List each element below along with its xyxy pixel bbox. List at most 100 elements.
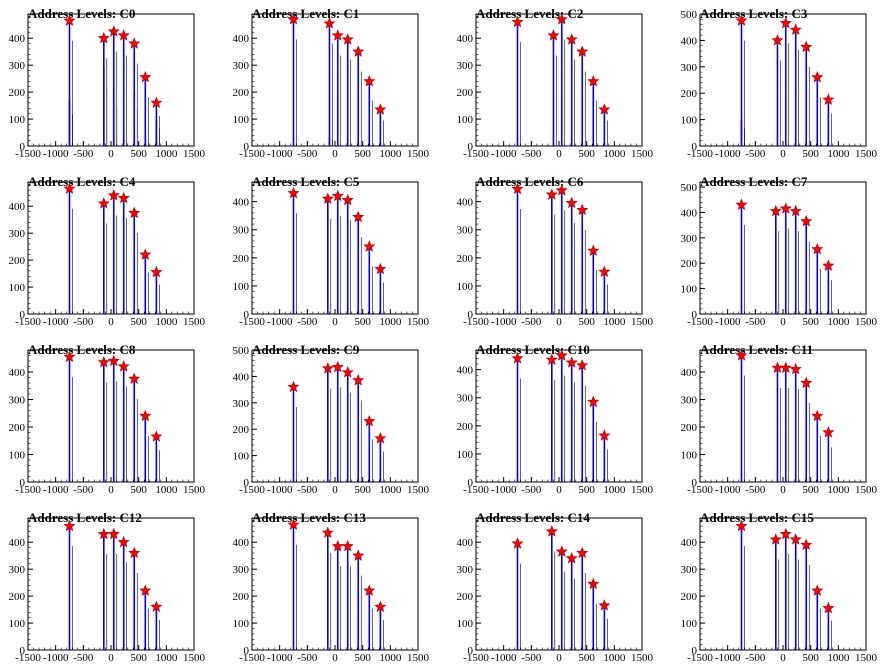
peak-marker bbox=[811, 409, 824, 422]
x-tick-label: -500 bbox=[297, 484, 318, 496]
x-tick-label: 0 bbox=[556, 148, 562, 160]
peak-marker bbox=[97, 356, 110, 368]
x-tick-label: 1000 bbox=[603, 148, 626, 160]
x-tick-label: 0 bbox=[332, 316, 338, 328]
peak-marker bbox=[363, 584, 376, 596]
x-tick-label: 0 bbox=[780, 148, 786, 160]
peak-marker bbox=[822, 259, 835, 271]
plot-area: 0 100 200 300 400 -1500 -1000 -500 0 500 1000 1500 bbox=[9, 181, 206, 328]
x-tick-label: 1000 bbox=[603, 316, 626, 328]
plot-frame bbox=[27, 349, 195, 483]
peak-marker bbox=[822, 426, 835, 438]
peak-marker bbox=[321, 526, 334, 538]
peak-marker bbox=[735, 519, 748, 532]
peak-marker bbox=[352, 45, 365, 57]
y-tick-label: 500 bbox=[681, 9, 698, 21]
x-tick-label: -500 bbox=[745, 484, 766, 496]
peak-marker bbox=[321, 192, 334, 204]
y-tick-label: 100 bbox=[681, 450, 698, 462]
chart-panel-c5: Address Levels: C5 0 100 200 300 400 -1500 -100… bbox=[224, 168, 448, 336]
peak-marker bbox=[128, 37, 141, 49]
y-tick-label: 300 bbox=[457, 60, 474, 72]
peak-marker bbox=[555, 349, 568, 361]
plot-frame bbox=[27, 181, 195, 315]
y-tick-label: 0 bbox=[244, 309, 250, 321]
y-tick-label: 100 bbox=[233, 281, 250, 293]
x-tick-label: 500 bbox=[578, 148, 595, 160]
peak-marker bbox=[374, 103, 387, 115]
y-tick-label: 300 bbox=[681, 233, 698, 245]
peak-marker bbox=[374, 600, 387, 613]
peak-marker bbox=[735, 349, 748, 361]
x-tick-label: 1000 bbox=[155, 316, 178, 328]
peak-marker bbox=[150, 96, 163, 109]
y-tick-label: 300 bbox=[457, 225, 474, 237]
x-tick-label: 0 bbox=[780, 316, 786, 328]
chart-panel-c4: Address Levels: C4 0 100 200 300 400 -1500 -100… bbox=[0, 168, 224, 336]
peak-marker bbox=[545, 353, 558, 365]
x-tick-label: -1000 bbox=[715, 484, 741, 496]
y-tick-label: 0 bbox=[244, 645, 250, 657]
peak-marker bbox=[735, 198, 748, 210]
x-tick-label: 1000 bbox=[603, 484, 626, 496]
peak-marker bbox=[341, 33, 354, 45]
peak-marker bbox=[565, 196, 578, 209]
y-tick-label: 400 bbox=[9, 33, 26, 45]
peak-marker bbox=[511, 537, 524, 549]
plot-area: 0 100 200 300 400 500 -1500 -1000 -500 0 500 1000 15… bbox=[681, 181, 878, 328]
y-tick-label: 0 bbox=[692, 477, 698, 489]
y-tick-label: 0 bbox=[468, 477, 474, 489]
y-tick-label: 400 bbox=[233, 197, 250, 209]
chart-panel-c12: Address Levels: C12 0 100 200 300 400 -1500 -10… bbox=[0, 504, 224, 672]
x-tick-label: -1000 bbox=[43, 652, 69, 664]
x-tick-label: 500 bbox=[354, 148, 371, 160]
peak-marker bbox=[789, 362, 802, 375]
y-tick-label: 300 bbox=[681, 564, 698, 576]
y-tick-label: 500 bbox=[233, 345, 250, 357]
x-tick-label: 0 bbox=[332, 148, 338, 160]
peak-marker bbox=[598, 599, 611, 611]
x-tick-label: 1500 bbox=[183, 484, 206, 496]
x-tick-label: 500 bbox=[130, 316, 147, 328]
y-tick-label: 300 bbox=[233, 60, 250, 72]
peak-marker bbox=[363, 240, 376, 252]
peak-marker bbox=[128, 206, 141, 219]
peak-marker bbox=[511, 352, 524, 364]
chart-panel-c13: Address Levels: C13 0 100 200 300 400 -1500 -10… bbox=[224, 504, 448, 672]
peak-marker bbox=[107, 354, 120, 367]
peak-marker bbox=[822, 601, 835, 614]
plot-frame bbox=[251, 181, 419, 315]
peak-marker bbox=[811, 242, 824, 255]
x-tick-label: 1500 bbox=[631, 652, 654, 664]
x-tick-label: 500 bbox=[354, 484, 371, 496]
y-tick-label: 100 bbox=[681, 284, 698, 296]
peak-marker bbox=[576, 203, 589, 216]
peak-marker bbox=[363, 414, 376, 427]
y-tick-label: 100 bbox=[9, 450, 26, 462]
y-tick-label: 200 bbox=[681, 258, 698, 270]
peak-marker bbox=[352, 549, 365, 561]
x-tick-label: 1000 bbox=[155, 652, 178, 664]
y-tick-label: 300 bbox=[233, 564, 250, 576]
x-tick-label: -500 bbox=[73, 316, 94, 328]
x-tick-label: 1000 bbox=[379, 316, 402, 328]
x-tick-label: -1000 bbox=[491, 148, 517, 160]
x-tick-label: -1500 bbox=[687, 484, 713, 496]
x-tick-label: -1500 bbox=[239, 484, 265, 496]
x-tick-label: -1000 bbox=[715, 316, 741, 328]
peak-marker bbox=[769, 204, 782, 217]
x-tick-label: 1000 bbox=[603, 652, 626, 664]
peak-marker bbox=[107, 527, 120, 540]
y-tick-label: 0 bbox=[468, 309, 474, 321]
y-tick-label: 200 bbox=[457, 421, 474, 433]
peak-marker bbox=[576, 45, 589, 57]
peak-marker bbox=[139, 70, 152, 83]
x-tick-label: -500 bbox=[521, 148, 542, 160]
x-tick-label: 0 bbox=[108, 316, 114, 328]
y-tick-label: 0 bbox=[468, 645, 474, 657]
y-tick-label: 400 bbox=[233, 33, 250, 45]
y-tick-label: 100 bbox=[457, 449, 474, 461]
peak-marker bbox=[363, 75, 376, 87]
peak-marker bbox=[331, 189, 344, 202]
chart-panel-c15: Address Levels: C15 0 100 200 300 400 -1500 -10… bbox=[672, 504, 896, 672]
